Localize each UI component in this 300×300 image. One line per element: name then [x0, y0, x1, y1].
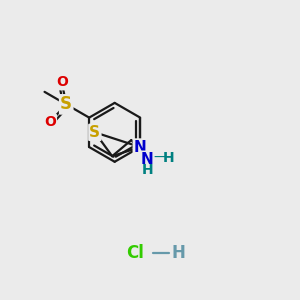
Text: S: S	[89, 125, 100, 140]
Text: Cl: Cl	[126, 244, 144, 262]
Text: H: H	[171, 244, 185, 262]
Text: H: H	[163, 151, 174, 165]
Text: O: O	[56, 75, 68, 89]
Text: S: S	[60, 95, 72, 113]
Text: N: N	[134, 140, 146, 154]
Text: —: —	[153, 151, 167, 165]
Text: N: N	[141, 152, 154, 167]
Text: H: H	[142, 164, 153, 177]
Text: O: O	[44, 115, 56, 129]
